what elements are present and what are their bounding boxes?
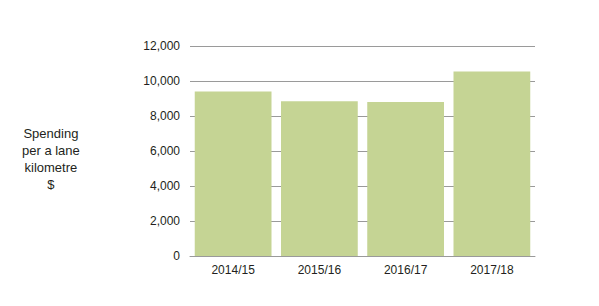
svg-text:per a lane: per a lane <box>22 143 80 158</box>
svg-text:2,000: 2,000 <box>150 214 180 228</box>
svg-text:6,000: 6,000 <box>150 144 180 158</box>
svg-text:2017/18: 2017/18 <box>470 263 514 277</box>
svg-text:12,000: 12,000 <box>143 39 180 53</box>
svg-text:Spending: Spending <box>23 126 78 141</box>
svg-text:kilometre: kilometre <box>25 160 78 175</box>
svg-text:4,000: 4,000 <box>150 179 180 193</box>
svg-text:$: $ <box>47 177 55 192</box>
svg-text:2014/15: 2014/15 <box>211 263 255 277</box>
svg-text:2015/16: 2015/16 <box>298 263 342 277</box>
svg-text:8,000: 8,000 <box>150 109 180 123</box>
svg-text:2016/17: 2016/17 <box>384 263 428 277</box>
svg-text:0: 0 <box>173 249 180 263</box>
svg-text:10,000: 10,000 <box>143 74 180 88</box>
